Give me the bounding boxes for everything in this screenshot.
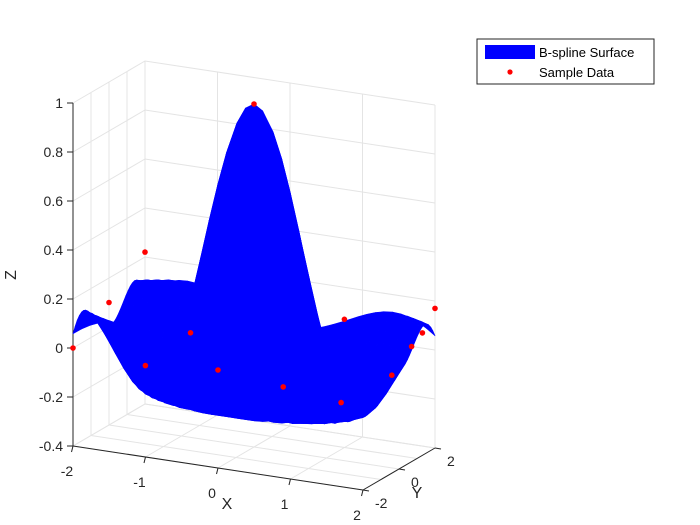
sample-point [280, 384, 287, 390]
z-tick-label: 0.4 [44, 242, 64, 258]
x-axis-label: X [222, 496, 233, 513]
sample-point [142, 362, 149, 369]
sample-point [338, 399, 344, 406]
z-tick-label: -0.2 [39, 389, 63, 405]
sample-point [432, 305, 438, 312]
y-tick-mark [434, 447, 442, 450]
y-tick-mark [362, 489, 370, 492]
x-tick-mark [143, 456, 146, 464]
z-axis-label: Z [3, 270, 20, 280]
x-tick-mark [71, 445, 74, 453]
sample-point [215, 367, 221, 373]
grid-line [90, 435, 382, 480]
sample-point [106, 299, 112, 306]
z-tick-label: 0.6 [44, 193, 64, 209]
surface-patch [354, 363, 366, 379]
legend-swatch-samples [507, 69, 513, 75]
legend-entry-samples: Sample Data [539, 65, 615, 80]
y-tick-label: 2 [447, 453, 455, 469]
legend-entry-surface: B-spline Surface [539, 45, 634, 60]
x-tick-mark [361, 489, 364, 497]
sample-points [70, 101, 438, 406]
x-tick-label: 1 [281, 496, 289, 512]
sample-point [341, 316, 348, 323]
y-axis-label: Y [412, 485, 423, 502]
grid-line [126, 414, 418, 459]
grid-line [108, 424, 400, 470]
sample-point [408, 343, 415, 350]
x-tick-label: -1 [133, 474, 146, 490]
x-tick-mark [288, 478, 291, 486]
y-tick-mark [398, 468, 406, 471]
legend: B-spline Surface Sample Data [476, 38, 655, 85]
y-tick-label: -2 [375, 495, 388, 511]
sample-point [70, 345, 76, 351]
grid-line [144, 403, 436, 449]
x-tick-label: 2 [353, 507, 361, 523]
axes [67, 102, 442, 497]
legend-swatch-surface [485, 45, 535, 59]
bspline-surface [72, 103, 436, 425]
x-tick-label: 0 [208, 485, 216, 501]
z-tick-label: 0 [55, 340, 63, 356]
sample-point [419, 330, 426, 336]
sample-point [187, 330, 194, 336]
x-tick-label: -2 [61, 463, 74, 479]
sample-point [389, 372, 395, 379]
x-tick-mark [216, 467, 219, 475]
z-tick-label: 0.2 [44, 291, 64, 307]
z-tick-label: 1 [55, 95, 63, 111]
sample-point [251, 101, 257, 107]
z-tick-label: -0.4 [39, 438, 63, 454]
y-tick-label: 0 [411, 474, 419, 490]
tick-labels: -2 -1 0 1 2 -2 0 2 -0.4 -0.2 0 0.2 0.4 0.6 0.8 1 [39, 95, 455, 523]
sample-point [142, 249, 148, 255]
z-tick-label: 0.8 [44, 144, 64, 160]
